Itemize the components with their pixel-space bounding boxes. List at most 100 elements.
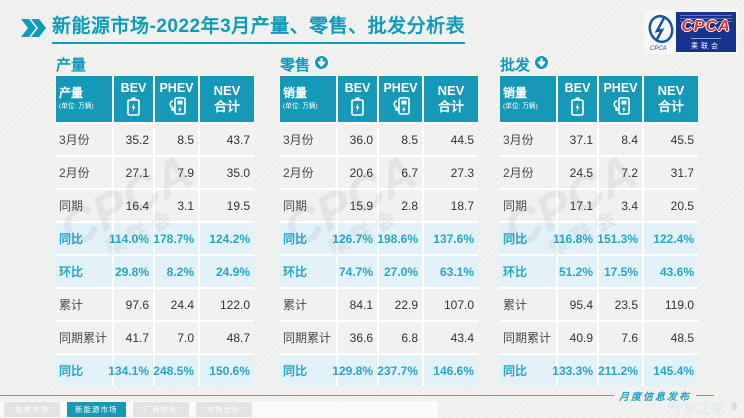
cell-value: 48.7 — [200, 322, 254, 353]
row-label: 3月份 — [56, 124, 112, 155]
footer-tab[interactable]: 新能源市场 — [67, 402, 126, 417]
row-label: 累计 — [280, 289, 336, 320]
cell-value: 8.2% — [155, 256, 198, 287]
cell-value: 17.1 — [558, 190, 597, 221]
cell-value: 23.5 — [599, 289, 642, 320]
row-label: 累计 — [500, 289, 556, 320]
cell-value: 237.7% — [377, 355, 422, 386]
column-header-phev: PHEV — [599, 76, 642, 122]
cell-value: 2.8 — [379, 190, 422, 221]
wholesale-table: 销量 (单位: 万辆) BEV PHEV NEV 合计 3月份 37.1 8.4 45.5 2月份 2… — [500, 76, 698, 386]
page-watermark: 汽车之家 8 — [667, 398, 739, 417]
cell-value: 107.0 — [424, 289, 478, 320]
cell-value: 122.0 — [200, 289, 254, 320]
cell-value: 18.7 — [424, 190, 478, 221]
logo-stripes — [680, 15, 732, 22]
table-group-retail: 零售 销量 (单位: 万辆) BEV PHEV NEV 合计 3月份 36.0 8.5 44.5 2… — [274, 54, 478, 386]
cell-value: 27.1 — [114, 157, 153, 188]
corner-label: 销量 — [283, 86, 308, 101]
cell-value: 211.2% — [598, 355, 642, 386]
header: 新能源市场-2022年3月产量、零售、批发分析表 — [20, 16, 466, 44]
corner-unit: (单位: 万辆) — [283, 102, 318, 110]
row-label: 同期累计 — [56, 322, 112, 353]
row-label: 同比 — [500, 355, 556, 386]
row-label: 环比 — [500, 256, 556, 287]
cell-value: 124.2% — [200, 223, 254, 254]
charging-station-icon — [393, 97, 410, 116]
footer-tab[interactable]: 市场分析 — [195, 402, 252, 417]
table-corner-header: 产量 (单位: 万辆) — [56, 76, 112, 122]
row-label: 同期 — [500, 190, 556, 221]
charging-station-icon — [613, 97, 630, 116]
footer-note: 月度信息发布 — [619, 392, 691, 403]
cell-value: 178.7% — [153, 223, 198, 254]
cell-value: 15.9 — [338, 190, 377, 221]
cell-value: 24.4 — [155, 289, 198, 320]
footer-tab-bar: 总体市场 新能源市场 厂商排名 市场分析 — [0, 401, 438, 418]
cell-value: 7.0 — [155, 322, 198, 353]
corner-label: 销量 — [503, 86, 528, 101]
row-label: 同期累计 — [500, 322, 556, 353]
battery-icon — [127, 97, 140, 117]
cell-value: 19.5 — [200, 190, 254, 221]
cell-value: 114.0% — [109, 223, 153, 254]
corner-label: 产量 — [59, 86, 84, 101]
section-title-retail: 零售 — [280, 56, 311, 74]
cell-value: 40.9 — [558, 322, 597, 353]
row-label: 同比 — [500, 223, 556, 254]
row-label: 同期 — [56, 190, 112, 221]
cpca-logo-box: CPCA 乘联会 — [676, 12, 736, 52]
production-table: 产量 (单位: 万辆) BEV PHEV NEV 合计 3月份 35.2 8.5 43.7 2月份 2… — [56, 76, 254, 386]
cell-value: 27.3 — [424, 157, 478, 188]
battery-icon — [351, 97, 364, 117]
cell-value: 129.8% — [332, 355, 377, 386]
cell-value: 41.7 — [114, 322, 153, 353]
column-header-nev: NEV 合计 — [424, 76, 478, 122]
cell-value: 6.8 — [379, 322, 422, 353]
table-group-production: 产量 产量 (单位: 万辆) BEV PHEV NEV 合计 3月份 35.2 8.5 43.7 2… — [50, 55, 254, 386]
cell-value: 198.6% — [377, 223, 422, 254]
column-header-phev: PHEV — [155, 76, 198, 122]
double-chevron-icon — [21, 19, 46, 37]
cell-value: 95.4 — [558, 289, 597, 320]
column-header-bev: BEV — [558, 76, 597, 122]
cell-value: 3.4 — [599, 190, 642, 221]
cell-value: 6.7 — [379, 157, 422, 188]
cell-value: 146.6% — [424, 355, 478, 386]
cell-value: 36.0 — [338, 124, 377, 155]
cell-value: 7.2 — [599, 157, 642, 188]
cell-value: 119.0 — [644, 289, 698, 320]
cell-value: 145.4% — [644, 355, 698, 386]
row-label: 同比 — [56, 355, 112, 386]
cell-value: 137.6% — [424, 223, 478, 254]
cell-value: 20.6 — [338, 157, 377, 188]
cell-value: 20.5 — [644, 190, 698, 221]
cell-value: 45.5 — [644, 124, 698, 155]
cell-value: 150.6% — [200, 355, 254, 386]
row-label: 同比 — [56, 223, 112, 254]
row-label: 3月份 — [500, 124, 556, 155]
cell-value: 43.7 — [200, 124, 254, 155]
cell-value: 22.9 — [379, 289, 422, 320]
row-label: 同期累计 — [280, 322, 336, 353]
column-header-bev: BEV — [338, 76, 377, 122]
cell-value: 126.7% — [332, 223, 377, 254]
footer-tab[interactable]: 厂商排名 — [132, 402, 189, 417]
battery-icon — [571, 97, 584, 117]
cell-value: 8.5 — [155, 124, 198, 155]
down-arrow-icon — [534, 54, 550, 70]
table-corner-header: 销量 (单位: 万辆) — [500, 76, 556, 122]
cpca-swoosh-icon: CPCA — [648, 14, 674, 52]
row-label: 2月份 — [56, 157, 112, 188]
row-label: 累计 — [56, 289, 112, 320]
cell-value: 3.1 — [155, 190, 198, 221]
column-header-phev: PHEV — [379, 76, 422, 122]
footer-tab[interactable]: 总体市场 — [4, 402, 60, 417]
cell-value: 29.8% — [114, 256, 153, 287]
row-label: 3月份 — [280, 124, 336, 155]
cell-value: 48.5 — [644, 322, 698, 353]
cell-value: 133.3% — [552, 355, 597, 386]
cell-value: 37.1 — [558, 124, 597, 155]
table-corner-header: 销量 (单位: 万辆) — [280, 76, 336, 122]
row-label: 环比 — [56, 256, 112, 287]
